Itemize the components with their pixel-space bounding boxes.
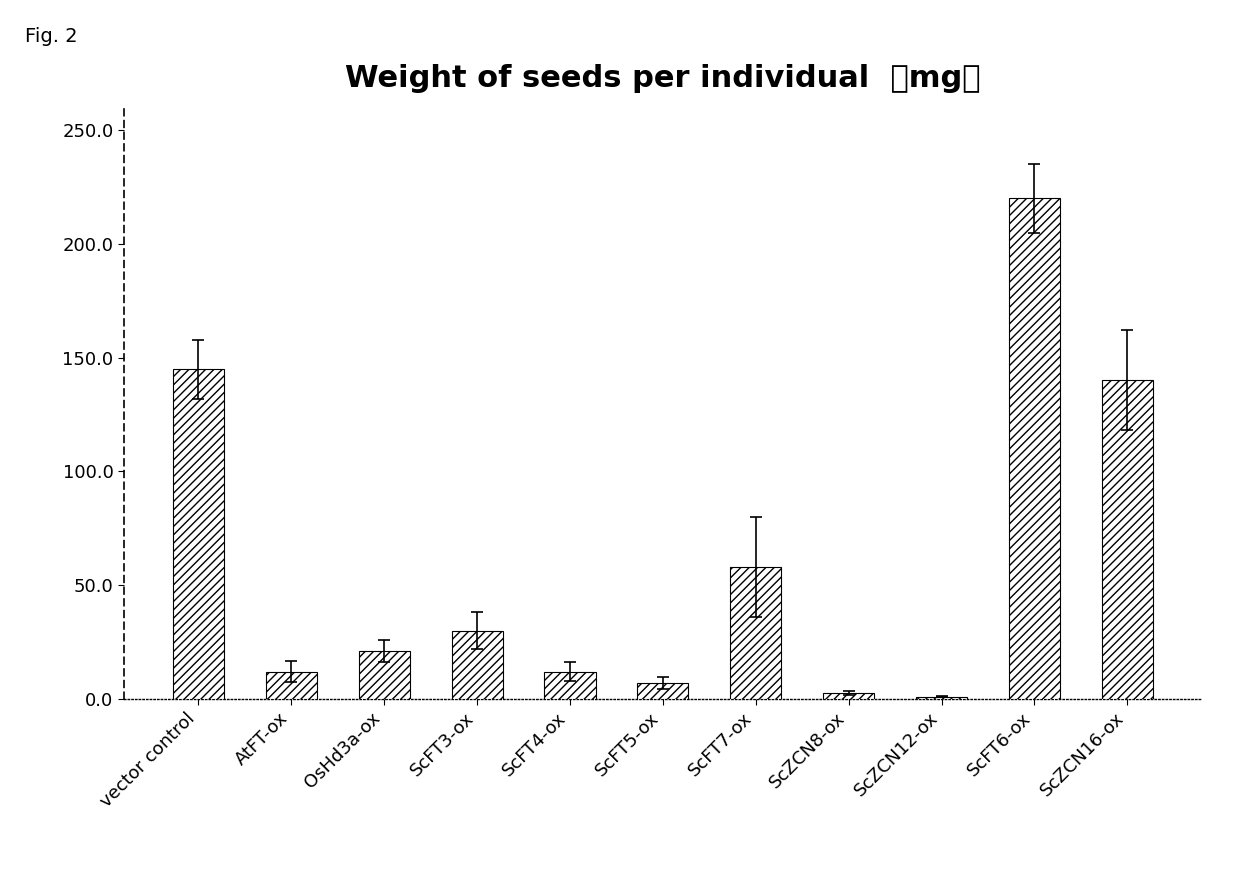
Bar <box>451 631 503 699</box>
Bar <box>916 696 968 699</box>
Title: Weight of seeds per individual  （mg）: Weight of seeds per individual （mg） <box>346 64 980 92</box>
Bar <box>173 369 224 699</box>
Text: Fig. 2: Fig. 2 <box>25 27 77 46</box>
Bar <box>266 672 317 699</box>
Bar <box>358 651 410 699</box>
Bar <box>730 567 782 699</box>
Bar <box>823 694 875 699</box>
Bar <box>637 683 689 699</box>
Bar <box>1101 381 1152 699</box>
Bar <box>1009 199 1059 699</box>
Bar <box>544 672 596 699</box>
